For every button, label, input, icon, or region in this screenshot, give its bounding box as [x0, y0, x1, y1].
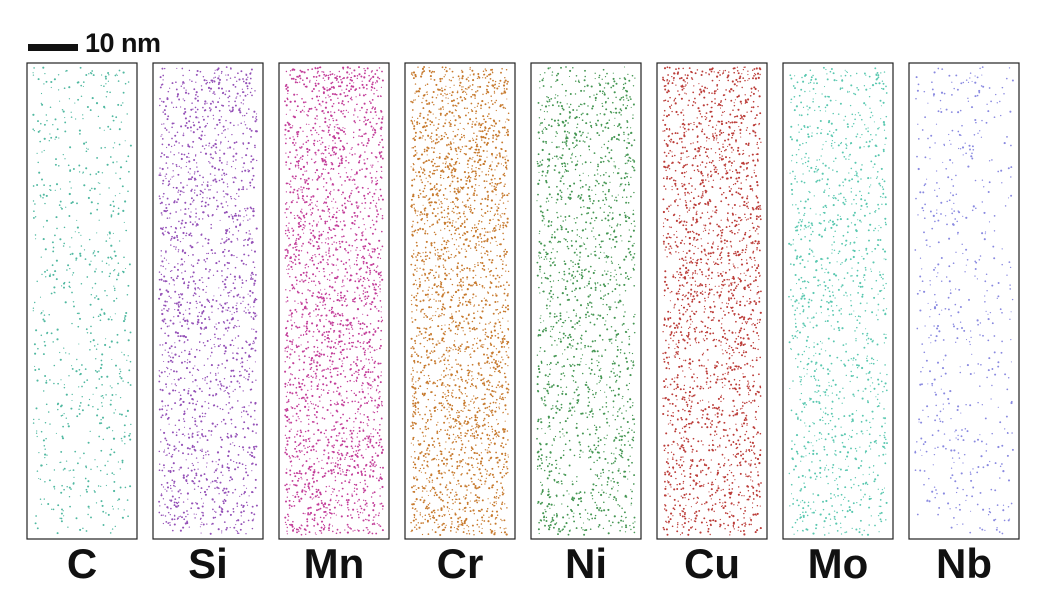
scale-bar-line [28, 44, 78, 51]
element-label-mn: Mn [303, 540, 365, 587]
panel-mn [278, 62, 390, 540]
panel-frame-mn [278, 62, 390, 540]
atom-map-mo [788, 66, 888, 536]
panel-ni [530, 62, 642, 540]
element-label-ni: Ni [565, 540, 607, 587]
panel-frame-c [26, 62, 138, 540]
atom-map-cu [662, 66, 762, 536]
atom-map-c [32, 66, 132, 535]
scale-bar-label: 10 nm [85, 28, 161, 58]
panel-frame-nb [908, 62, 1020, 540]
panel-cu [656, 62, 768, 540]
atom-map-cr [410, 66, 510, 537]
panel-nb [908, 62, 1020, 540]
atom-map-mn [284, 66, 384, 536]
panel-mo [782, 62, 894, 540]
atom-map-nb [914, 66, 1014, 535]
element-label-nb: Nb [936, 540, 992, 587]
atom-map-ni [536, 66, 636, 536]
atom-map-si [158, 66, 258, 535]
panel-frame-ni [530, 62, 642, 540]
element-label-cr: Cr [436, 540, 484, 587]
panel-frame-mo [782, 62, 894, 540]
panel-c [26, 62, 138, 540]
element-label-si: Si [188, 540, 228, 587]
panel-si [152, 62, 264, 540]
element-label-mo: Mo [807, 540, 869, 587]
element-label-c: C [66, 540, 98, 587]
panel-frame-cr [404, 62, 516, 540]
panel-cr [404, 62, 516, 540]
panel-frame-cu [656, 62, 768, 540]
element-label-cu: Cu [684, 540, 740, 587]
